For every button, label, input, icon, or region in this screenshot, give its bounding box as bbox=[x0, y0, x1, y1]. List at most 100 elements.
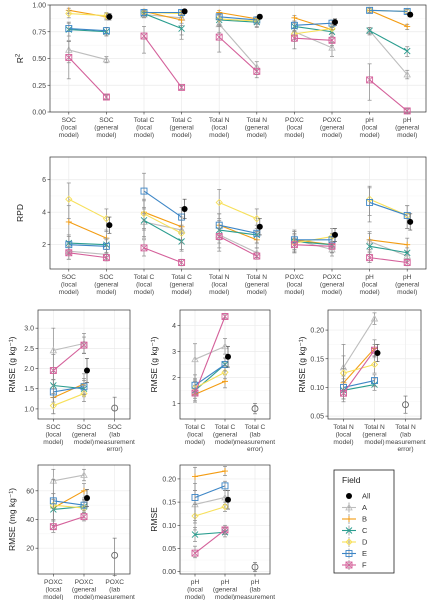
x-tick-label-line: Total C bbox=[134, 117, 155, 124]
series-line bbox=[194, 364, 226, 386]
series-line bbox=[219, 229, 257, 236]
data-point-D bbox=[102, 215, 111, 223]
x-tick-label-line: pH bbox=[251, 579, 260, 586]
data-point-D bbox=[370, 360, 379, 369]
x-tick-label-line: (local bbox=[136, 124, 152, 131]
x-tick-label-line: POXC bbox=[323, 117, 342, 124]
x-tick-label-line: POXC bbox=[323, 274, 342, 281]
series-line bbox=[143, 13, 182, 30]
series-line bbox=[194, 529, 226, 554]
data-point-F bbox=[191, 549, 199, 557]
data-point-D bbox=[65, 9, 73, 18]
x-tick-label: Total N (local model) bbox=[209, 117, 230, 139]
marker-box-cross bbox=[191, 549, 199, 557]
y-axis-label: R2 bbox=[15, 53, 25, 63]
x-tick-label-line: Total C bbox=[171, 117, 192, 124]
data-point-E bbox=[253, 16, 261, 24]
x-tick-label-line: error) bbox=[107, 446, 123, 453]
x-tick-label-line: model) bbox=[397, 132, 417, 139]
series-line bbox=[53, 384, 85, 390]
data-point-D bbox=[215, 198, 223, 207]
marker-dot bbox=[346, 493, 352, 499]
x-tick-label-line: model) bbox=[360, 289, 380, 296]
data-point-E bbox=[140, 187, 148, 195]
data-point-all bbox=[407, 11, 414, 18]
series-line bbox=[194, 496, 226, 505]
data-point-F bbox=[221, 526, 229, 534]
data-point-all bbox=[407, 218, 414, 225]
x-tick-label-line: model) bbox=[59, 289, 79, 296]
marker-dot bbox=[225, 353, 231, 360]
series-line bbox=[53, 474, 85, 482]
data-point-E bbox=[49, 497, 57, 505]
marker-box bbox=[345, 561, 353, 569]
marker-dot bbox=[106, 222, 113, 229]
marker-diamond bbox=[140, 210, 148, 218]
x-tick-label: Total C (local model) bbox=[185, 424, 206, 446]
marker-box bbox=[178, 259, 186, 266]
series-line bbox=[68, 198, 107, 220]
marker-box-cross bbox=[221, 313, 229, 320]
data-point-E bbox=[191, 494, 199, 501]
y-tick-label: 4 bbox=[42, 210, 46, 217]
marker-box bbox=[253, 67, 261, 75]
series-line bbox=[369, 245, 408, 254]
plot-background bbox=[50, 157, 426, 269]
marker-diamond bbox=[80, 389, 88, 398]
series-line bbox=[343, 349, 375, 394]
series-line bbox=[53, 500, 85, 506]
x-tick-label-line: (local bbox=[211, 281, 227, 288]
x-tick-label: POXC (general model) bbox=[72, 579, 97, 600]
x-tick-label-line: model) bbox=[364, 439, 384, 446]
x-tick-label-line: (local bbox=[136, 281, 152, 288]
x-tick-label-line: Total N bbox=[247, 117, 268, 124]
x-tick-label-line: model) bbox=[43, 439, 63, 446]
data-point-lab-error bbox=[402, 401, 409, 409]
series-line bbox=[219, 16, 257, 21]
x-tick-label-line: Total C bbox=[215, 424, 236, 431]
x-tick-label: SOC (general model) bbox=[94, 274, 119, 296]
marker-cross bbox=[345, 527, 353, 534]
x-tick-label-line: (general bbox=[320, 124, 345, 131]
marker-box bbox=[140, 244, 148, 252]
y-tick-label: 1.00 bbox=[32, 3, 46, 10]
marker-box-cross bbox=[50, 523, 57, 530]
marker-box-cross bbox=[65, 54, 73, 61]
x-tick-label-line: SOC bbox=[62, 117, 77, 124]
x-tick-label-line: model) bbox=[96, 132, 116, 139]
marker-open-circle bbox=[111, 551, 119, 559]
marker-box-cross bbox=[291, 34, 298, 42]
x-tick-label-line: (lab bbox=[109, 586, 120, 593]
series-line bbox=[53, 386, 85, 393]
data-point-A bbox=[80, 471, 88, 478]
series-A bbox=[65, 10, 411, 80]
marker-dot bbox=[181, 8, 188, 15]
marker-plus bbox=[65, 218, 72, 225]
series-line bbox=[343, 348, 375, 384]
series-F bbox=[191, 313, 229, 402]
data-point-B bbox=[178, 16, 185, 23]
series-A bbox=[191, 338, 229, 381]
series-line bbox=[68, 29, 107, 33]
marker-box-cross bbox=[103, 254, 110, 261]
x-tick-label: pH (general model) bbox=[395, 274, 420, 296]
series-line bbox=[219, 19, 257, 23]
marker-diamond bbox=[370, 360, 379, 369]
marker-square bbox=[49, 497, 57, 505]
marker-cross bbox=[403, 47, 411, 55]
y-axis-label-superscript: 2 bbox=[16, 53, 22, 57]
x-tick-label-line: SOC bbox=[77, 424, 92, 431]
marker-box bbox=[178, 83, 186, 91]
series-line bbox=[294, 37, 333, 41]
marker-dot bbox=[407, 11, 414, 18]
marker-triangle bbox=[370, 314, 379, 322]
series-F bbox=[49, 511, 88, 533]
marker-box bbox=[221, 526, 229, 534]
x-tick-label-line: SOC bbox=[99, 274, 114, 281]
x-tick-label-line: (general bbox=[395, 281, 420, 288]
marker-box bbox=[215, 33, 223, 41]
series-line bbox=[219, 11, 257, 20]
series-line bbox=[294, 25, 333, 33]
data-point-F bbox=[178, 259, 186, 266]
x-tick-label-line: model) bbox=[209, 289, 229, 296]
